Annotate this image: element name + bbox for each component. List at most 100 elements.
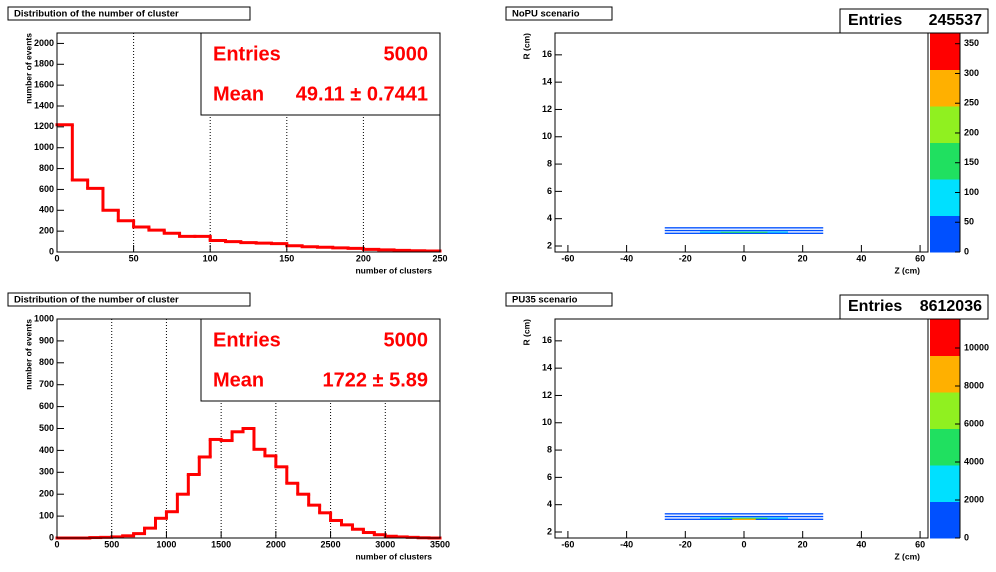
palette-band xyxy=(930,392,960,429)
x-tick-label: 40 xyxy=(856,539,866,549)
y-tick-label: 12 xyxy=(542,104,552,114)
y-tick-label: 0 xyxy=(49,532,54,542)
stats-label: Entries xyxy=(213,329,281,351)
pad-title: Distribution of the number of cluster xyxy=(14,9,179,20)
x-tick-label: 0 xyxy=(54,539,59,549)
x-tick-label: 60 xyxy=(915,539,925,549)
stats-value: 1722 ± 5.89 xyxy=(322,369,428,391)
y-tick-label: 4 xyxy=(547,499,552,509)
y-tick-label: 200 xyxy=(39,226,54,236)
x-tick-label: -60 xyxy=(561,539,574,549)
heatmap-cell xyxy=(664,227,824,229)
palette-tick-label: 300 xyxy=(964,68,979,78)
x-axis-title: Z (cm) xyxy=(895,265,921,275)
heatmap-cell xyxy=(720,517,768,519)
palette-band xyxy=(930,106,960,143)
x-tick-label: 200 xyxy=(356,253,371,263)
y-tick-label: 6 xyxy=(547,186,552,196)
palette-band xyxy=(930,355,960,393)
palette-band xyxy=(930,319,960,356)
pad-title: NoPU scenario xyxy=(512,9,580,20)
heatmap-cell xyxy=(664,515,824,518)
y-tick-label: 300 xyxy=(39,467,54,477)
entries-label: Entries xyxy=(848,12,902,29)
palette-tick-label: 350 xyxy=(964,38,979,48)
palette-tick-label: 6000 xyxy=(964,418,984,428)
frame xyxy=(56,32,441,253)
frame xyxy=(554,318,929,539)
entries-label: Entries xyxy=(848,298,902,315)
y-tick-label: 4 xyxy=(547,213,552,223)
palette-tick-label: 4000 xyxy=(964,456,984,466)
x-tick-label: 3500 xyxy=(430,539,450,549)
stats-value: 49.11 ± 0.7441 xyxy=(296,83,428,105)
y-tick-label: 6 xyxy=(547,472,552,482)
title-box xyxy=(505,292,613,307)
palette-tick-label: 0 xyxy=(964,532,969,542)
palette-tick-label: 0 xyxy=(964,246,969,256)
y-tick-label: 800 xyxy=(39,163,54,173)
palette-tick-label: 8000 xyxy=(964,380,984,390)
y-tick-label: 0 xyxy=(49,246,54,256)
heatmap-cell xyxy=(732,518,756,520)
heatmap-cell xyxy=(720,231,768,233)
title-box xyxy=(7,6,251,21)
palette-tick-label: 200 xyxy=(964,127,979,137)
x-tick-label: 1000 xyxy=(156,539,176,549)
y-axis-title: R (cm) xyxy=(521,319,531,346)
x-tick-label: -20 xyxy=(679,539,692,549)
y-tick-label: 14 xyxy=(542,363,552,373)
x-axis-title: number of clusters xyxy=(355,551,432,561)
y-tick-label: 1800 xyxy=(34,59,54,69)
x-tick-label: 250 xyxy=(432,253,447,263)
y-tick-label: 800 xyxy=(39,357,54,367)
palette-tick-label: 250 xyxy=(964,98,979,108)
y-tick-label: 500 xyxy=(39,423,54,433)
palette-band xyxy=(930,501,960,539)
y-tick-label: 1600 xyxy=(34,80,54,90)
y-axis-title: R (cm) xyxy=(521,33,531,60)
entries-value: 245537 xyxy=(929,12,982,29)
stats-label: Mean xyxy=(213,83,264,105)
y-tick-label: 600 xyxy=(39,401,54,411)
x-tick-label: 0 xyxy=(54,253,59,263)
y-tick-label: 2 xyxy=(547,240,552,250)
heatmap-cell xyxy=(664,232,824,234)
y-axis-title: number of events xyxy=(23,33,33,104)
y-tick-label: 200 xyxy=(39,489,54,499)
palette-band xyxy=(930,69,960,107)
y-tick-label: 900 xyxy=(39,335,54,345)
entries-box xyxy=(839,294,989,320)
y-tick-label: 700 xyxy=(39,379,54,389)
y-tick-label: 2000 xyxy=(34,38,54,48)
title-box xyxy=(7,292,251,307)
x-tick-label: 100 xyxy=(203,253,218,263)
x-tick-label: 0 xyxy=(741,539,746,549)
palette-tick-label: 150 xyxy=(964,157,979,167)
x-tick-label: -40 xyxy=(620,253,633,263)
title-box xyxy=(505,6,613,21)
y-axis-title: number of events xyxy=(23,319,33,390)
y-tick-label: 10 xyxy=(542,417,552,427)
x-axis-title: number of clusters xyxy=(355,265,432,275)
palette-tick-label: 10000 xyxy=(964,342,989,352)
palette-band xyxy=(930,215,960,253)
x-axis-title: Z (cm) xyxy=(895,551,921,561)
x-tick-label: 2500 xyxy=(321,539,341,549)
stats-box xyxy=(200,32,441,116)
y-tick-label: 16 xyxy=(542,335,552,345)
y-tick-label: 14 xyxy=(542,77,552,87)
y-tick-label: 400 xyxy=(39,205,54,215)
frame xyxy=(554,32,929,253)
palette-band xyxy=(930,142,960,180)
x-tick-label: 50 xyxy=(129,253,139,263)
x-tick-label: 20 xyxy=(798,253,808,263)
stats-value: 5000 xyxy=(384,43,429,65)
y-tick-label: 8 xyxy=(547,444,552,454)
palette-band xyxy=(930,465,960,502)
heatmap-cell xyxy=(664,229,824,232)
entries-value: 8612036 xyxy=(920,298,982,315)
x-tick-label: 40 xyxy=(856,253,866,263)
y-tick-label: 1200 xyxy=(34,121,54,131)
